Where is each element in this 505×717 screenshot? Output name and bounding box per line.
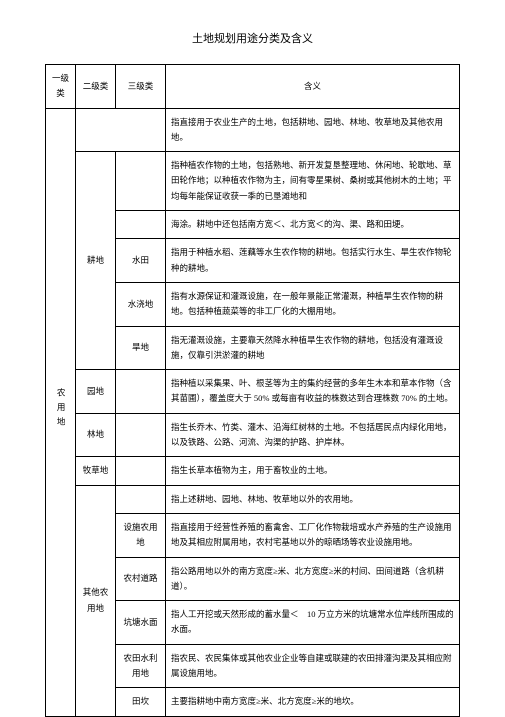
content-cell: 指上述耕地、园地、林地、牧草地以外的农用地。 xyxy=(166,485,460,513)
header-col4: 含义 xyxy=(166,65,460,109)
table-row: 耕地 指种植农作物的土地，包括熟地、新开发复垦整理地、休闲地、轮歇地、草田轮作地… xyxy=(46,152,460,211)
level3-cell: 旱地 xyxy=(116,326,166,370)
classification-table: 一级类 二级类 三级类 含义 农用地 指直接用于农业生产的土地，包括耕地、园地、… xyxy=(45,64,460,717)
level3-cell xyxy=(116,211,166,239)
content-cell: 指有水源保证和灌溉设施，在一般年景能正常灌溉，种植旱生农作物的耕地。包括种植蔬菜… xyxy=(166,282,460,326)
header-col2: 二级类 xyxy=(76,65,116,109)
level2-cell: 牧草地 xyxy=(76,457,116,485)
level3-cell xyxy=(116,457,166,485)
level3-cell: 设施农用地 xyxy=(116,513,166,557)
level1-cell: 农用地 xyxy=(46,108,76,716)
level3-cell xyxy=(116,485,166,513)
level2-cell xyxy=(76,108,166,152)
content-cell: 指公路用地以外的南方宽度≥米、北方宽度≥米的村间、田间道路（含机耕道）。 xyxy=(166,557,460,601)
content-cell: 指直接用于农业生产的土地，包括耕地、园地、林地、牧草地及其他农用地。 xyxy=(166,108,460,152)
level2-cell: 林地 xyxy=(76,413,116,457)
content-cell: 指生长乔木、竹类、灌木、沿海红树林的土地。不包括居民点内绿化用地，以及铁路、公路… xyxy=(166,413,460,457)
level3-cell: 坑塘水面 xyxy=(116,601,166,645)
level3-cell xyxy=(116,413,166,457)
content-cell: 指无灌溉设施，主要靠天然降水种植旱生农作物的耕地，包括没有灌溉设施，仅靠引洪淤灌… xyxy=(166,326,460,370)
content-cell: 指直接用于经营性养殖的畜禽舍、工厂化作物栽培或水产养殖的生产设施用地及其相应附属… xyxy=(166,513,460,557)
content-cell: 指用于种植水稻、莲藕等水生农作物的耕地。包括实行水生、旱生农作物轮种的耕地。 xyxy=(166,239,460,283)
level2-cell: 耕地 xyxy=(76,152,116,370)
level1-text: 农用地 xyxy=(53,388,68,432)
table-row: 林地 指生长乔木、竹类、灌木、沿海红树林的土地。不包括居民点内绿化用地，以及铁路… xyxy=(46,413,460,457)
level2-cell: 其他农用地 xyxy=(76,485,116,716)
content-cell: 指农民、农民集体或其他农业企业等自建或联建的农田排灌沟渠及其相应附属设施用地。 xyxy=(166,644,460,688)
level3-cell: 农村道路 xyxy=(116,557,166,601)
content-cell: 指种植以采集果、叶、根茎等为主的集约经营的多年生木本和草本作物（含其苗圃），覆盖… xyxy=(166,370,460,414)
header-col3: 三级类 xyxy=(116,65,166,109)
table-header-row: 一级类 二级类 三级类 含义 xyxy=(46,65,460,109)
level3-cell: 田坎 xyxy=(116,688,166,716)
table-row: 园地 指种植以采集果、叶、根茎等为主的集约经营的多年生木本和草本作物（含其苗圃）… xyxy=(46,370,460,414)
content-cell: 主要指耕地中南方宽度≥米、北方宽度≥米的地坎。 xyxy=(166,688,460,716)
table-row: 牧草地 指生长草本植物为主，用于畜牧业的土地。 xyxy=(46,457,460,485)
page-title: 土地规划用途分类及含义 xyxy=(45,30,460,46)
content-cell: 海涂。耕地中还包括南方宽＜、北方宽＜的沟、渠、路和田埂。 xyxy=(166,211,460,239)
level2-cell: 园地 xyxy=(76,370,116,414)
content-cell: 指人工开挖或天然形成的蓄水量＜ 10 万立方米的坑塘常水位岸线所围成的水面。 xyxy=(166,601,460,645)
level3-cell xyxy=(116,370,166,414)
level3-cell xyxy=(116,152,166,211)
header-col1: 一级类 xyxy=(46,65,76,109)
table-row: 其他农用地 指上述耕地、园地、林地、牧草地以外的农用地。 xyxy=(46,485,460,513)
level3-cell: 水田 xyxy=(116,239,166,283)
content-cell: 指生长草本植物为主，用于畜牧业的土地。 xyxy=(166,457,460,485)
level3-cell: 农田水利用地 xyxy=(116,644,166,688)
content-cell: 指种植农作物的土地，包括熟地、新开发复垦整理地、休闲地、轮歇地、草田轮作地；以种… xyxy=(166,152,460,211)
table-row: 农用地 指直接用于农业生产的土地，包括耕地、园地、林地、牧草地及其他农用地。 xyxy=(46,108,460,152)
level3-cell: 水浇地 xyxy=(116,282,166,326)
